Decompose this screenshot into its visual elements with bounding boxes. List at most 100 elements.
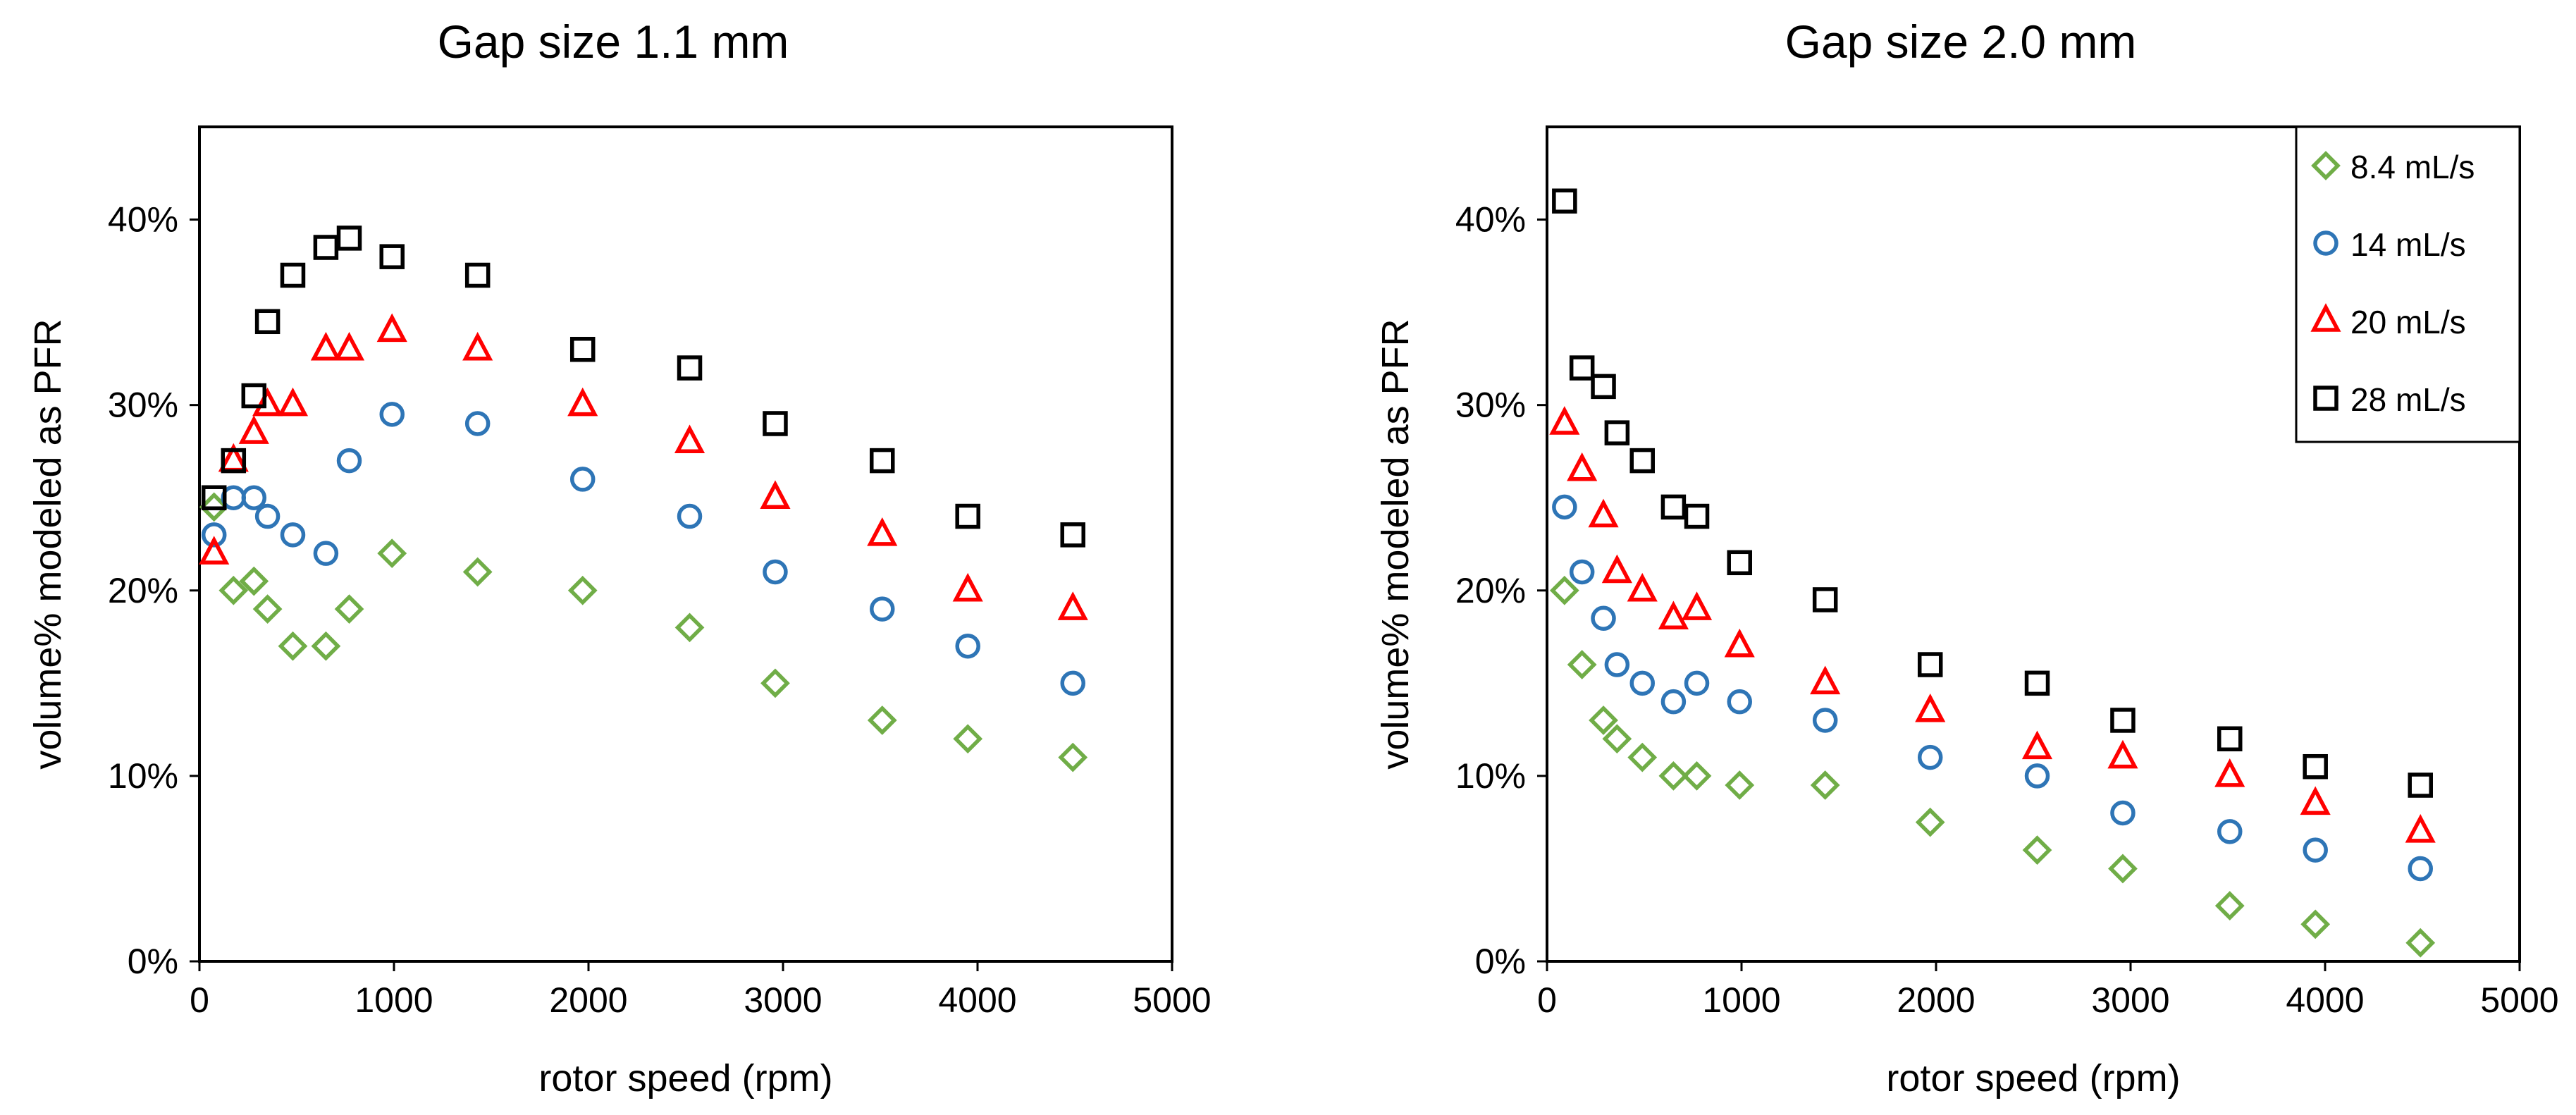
- data-point: [1915, 807, 1945, 837]
- series-14-ml-s: [1552, 494, 2433, 882]
- data-point: [2021, 730, 2053, 760]
- legend-item: 14 mL/s: [2313, 226, 2466, 263]
- data-point: [379, 244, 405, 269]
- data-point: [252, 594, 283, 624]
- series-layer: [1549, 188, 2436, 958]
- data-point: [2214, 758, 2245, 787]
- y-tick-label: 30%: [1455, 386, 1526, 425]
- data-point: [674, 612, 705, 643]
- series-layer: [199, 226, 1088, 772]
- chart-title: Gap size 2.0 mm: [1785, 16, 2137, 68]
- data-point: [278, 631, 308, 661]
- data-point: [252, 387, 283, 417]
- y-axis-ticks: 0% 10% 20% 30% 40%: [108, 200, 199, 981]
- legend-marker-shape: [2311, 151, 2341, 180]
- y-axis-ticks: 0% 10% 20% 30% 40%: [1455, 200, 1547, 981]
- data-point: [241, 485, 267, 510]
- data-point: [379, 402, 405, 427]
- data-point: [2405, 813, 2436, 843]
- data-point: [1724, 628, 1755, 658]
- data-point: [1810, 665, 1841, 695]
- data-point: [1917, 744, 1943, 770]
- x-tick-label: 3000: [2091, 980, 2169, 1020]
- data-point: [1658, 600, 1689, 629]
- y-tick-label: 30%: [108, 386, 178, 425]
- series-28-ml-s: [1552, 188, 2433, 798]
- y-tick-label: 0%: [1475, 942, 1526, 981]
- data-point: [1660, 689, 1687, 715]
- y-tick-label: 10%: [1455, 756, 1526, 796]
- x-tick-label: 2000: [549, 980, 627, 1020]
- data-point: [1684, 503, 1710, 529]
- data-point: [1569, 559, 1595, 585]
- legend: 8.4 mL/s 14 mL/s 20 mL/s 28 mL/s: [2295, 125, 2521, 443]
- data-point: [462, 557, 493, 587]
- data-point: [867, 517, 898, 546]
- data-point: [763, 411, 788, 436]
- x-tick-label: 1000: [355, 980, 433, 1020]
- data-point: [1060, 522, 1085, 548]
- data-point: [2303, 837, 2328, 863]
- data-point: [1604, 420, 1630, 445]
- data-point: [1591, 374, 1616, 400]
- data-point: [952, 572, 983, 602]
- x-tick-label: 4000: [938, 980, 1016, 1020]
- data-point: [1682, 760, 1712, 791]
- data-point: [1552, 494, 1577, 520]
- data-point: [2107, 739, 2138, 769]
- data-point: [2408, 856, 2433, 882]
- data-point: [254, 503, 281, 529]
- series-8-4-ml-s: [1549, 575, 2436, 958]
- data-point: [313, 235, 339, 260]
- data-point: [1060, 670, 1085, 696]
- series-8-4-ml-s: [199, 492, 1088, 772]
- data-point: [254, 309, 281, 335]
- data-point: [1915, 693, 1946, 722]
- data-point: [2300, 786, 2331, 815]
- legend-label: 20 mL/s: [2350, 304, 2466, 340]
- legend-marker-square: [2313, 386, 2338, 411]
- chart-gap-1-1mm: Gap size 1.1 mm 0 1000 2000 3000 4000 5000 0%…: [27, 16, 1212, 1099]
- data-point: [1567, 452, 1598, 481]
- data-point: [2214, 891, 2245, 920]
- data-point: [677, 355, 703, 381]
- data-point: [955, 633, 980, 659]
- data-point: [2300, 909, 2331, 940]
- y-tick-label: 20%: [108, 571, 178, 610]
- data-point: [1812, 708, 1838, 733]
- data-point: [2405, 928, 2436, 958]
- data-point: [760, 668, 790, 698]
- data-point: [1569, 355, 1595, 381]
- data-point: [1591, 605, 1616, 631]
- data-point: [333, 331, 365, 361]
- data-point: [1681, 591, 1713, 620]
- data-point: [313, 541, 339, 566]
- data-point: [1604, 652, 1630, 677]
- legend-marker-diamond: [2311, 151, 2341, 180]
- y-tick-label: 20%: [1455, 571, 1526, 610]
- legend-label: 14 mL/s: [2350, 226, 2466, 263]
- series-14-ml-s: [201, 402, 1085, 696]
- data-point: [310, 331, 341, 361]
- legend-marker-triangle: [2310, 303, 2341, 332]
- y-axis-label: volume% modeled as PFR: [27, 319, 69, 769]
- legend-item: 28 mL/s: [2313, 381, 2466, 418]
- data-point: [239, 566, 269, 596]
- data-point: [763, 559, 788, 585]
- data-point: [2110, 708, 2136, 733]
- data-point: [1660, 494, 1687, 520]
- data-point: [336, 448, 362, 474]
- data-point: [870, 448, 895, 474]
- data-point: [2024, 763, 2050, 789]
- data-point: [567, 575, 598, 605]
- data-point: [955, 503, 980, 529]
- x-tick-label: 1000: [1702, 980, 1780, 1020]
- y-axis-label: volume% modeled as PFR: [1374, 319, 1417, 769]
- data-point: [2303, 753, 2328, 780]
- data-point: [2217, 726, 2243, 752]
- data-point: [1727, 550, 1752, 576]
- data-point: [1552, 188, 1577, 214]
- data-point: [1725, 770, 1755, 800]
- legend-marker-shape: [2310, 303, 2341, 332]
- data-point: [277, 387, 309, 417]
